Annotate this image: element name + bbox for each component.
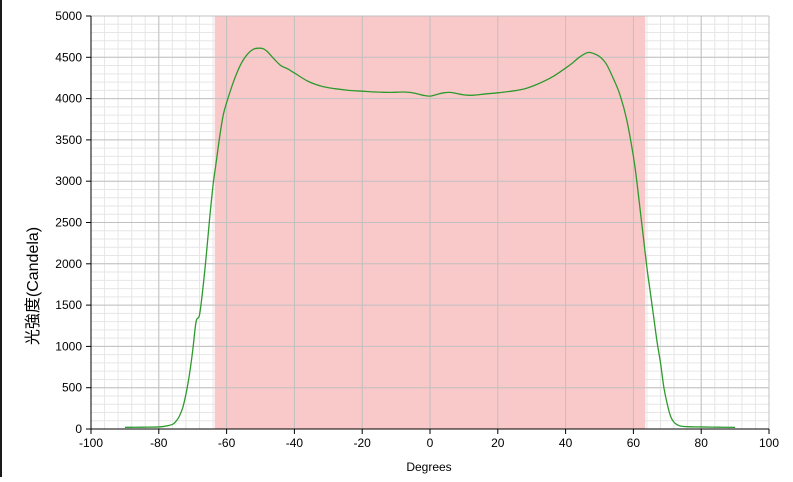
intensity-series-line — [124, 47, 736, 428]
y-tick-label: 0 — [75, 422, 82, 436]
x-tick-label: -100 — [79, 436, 103, 450]
y-tick-label: 1000 — [55, 339, 82, 353]
window-left-border — [0, 0, 2, 477]
y-tick-label: 4500 — [55, 50, 82, 64]
x-tick-label: 60 — [627, 436, 641, 450]
x-tick-label: 20 — [491, 436, 505, 450]
series-layer — [124, 47, 736, 428]
y-tick-label: 2500 — [55, 216, 82, 230]
y-tick-label: 500 — [62, 381, 82, 395]
x-tick-label: -80 — [150, 436, 168, 450]
x-axis-ticks: -100 -80 -60 -40 -20 0 20 40 60 80 100 — [79, 429, 779, 450]
x-tick-label: 100 — [759, 436, 779, 450]
x-axis-label: Degrees — [406, 460, 451, 474]
x-tick-label: 40 — [559, 436, 573, 450]
y-tick-label: 5000 — [55, 9, 82, 23]
x-tick-label: 80 — [695, 436, 709, 450]
x-tick-label: -20 — [354, 436, 372, 450]
x-tick-label: 0 — [427, 436, 434, 450]
y-tick-label: 3500 — [55, 133, 82, 147]
y-axis-label: 光強度(Candela) — [24, 227, 42, 345]
y-axis-ticks: 0 500 1000 1500 2000 2500 3000 3500 4000 4500 5000 — [55, 9, 91, 436]
x-tick-label: -40 — [286, 436, 304, 450]
x-tick-label: -60 — [218, 436, 236, 450]
y-tick-label: 4000 — [55, 92, 82, 106]
y-tick-label: 2000 — [55, 257, 82, 271]
y-tick-label: 1500 — [55, 298, 82, 312]
y-tick-label: 3000 — [55, 174, 82, 188]
